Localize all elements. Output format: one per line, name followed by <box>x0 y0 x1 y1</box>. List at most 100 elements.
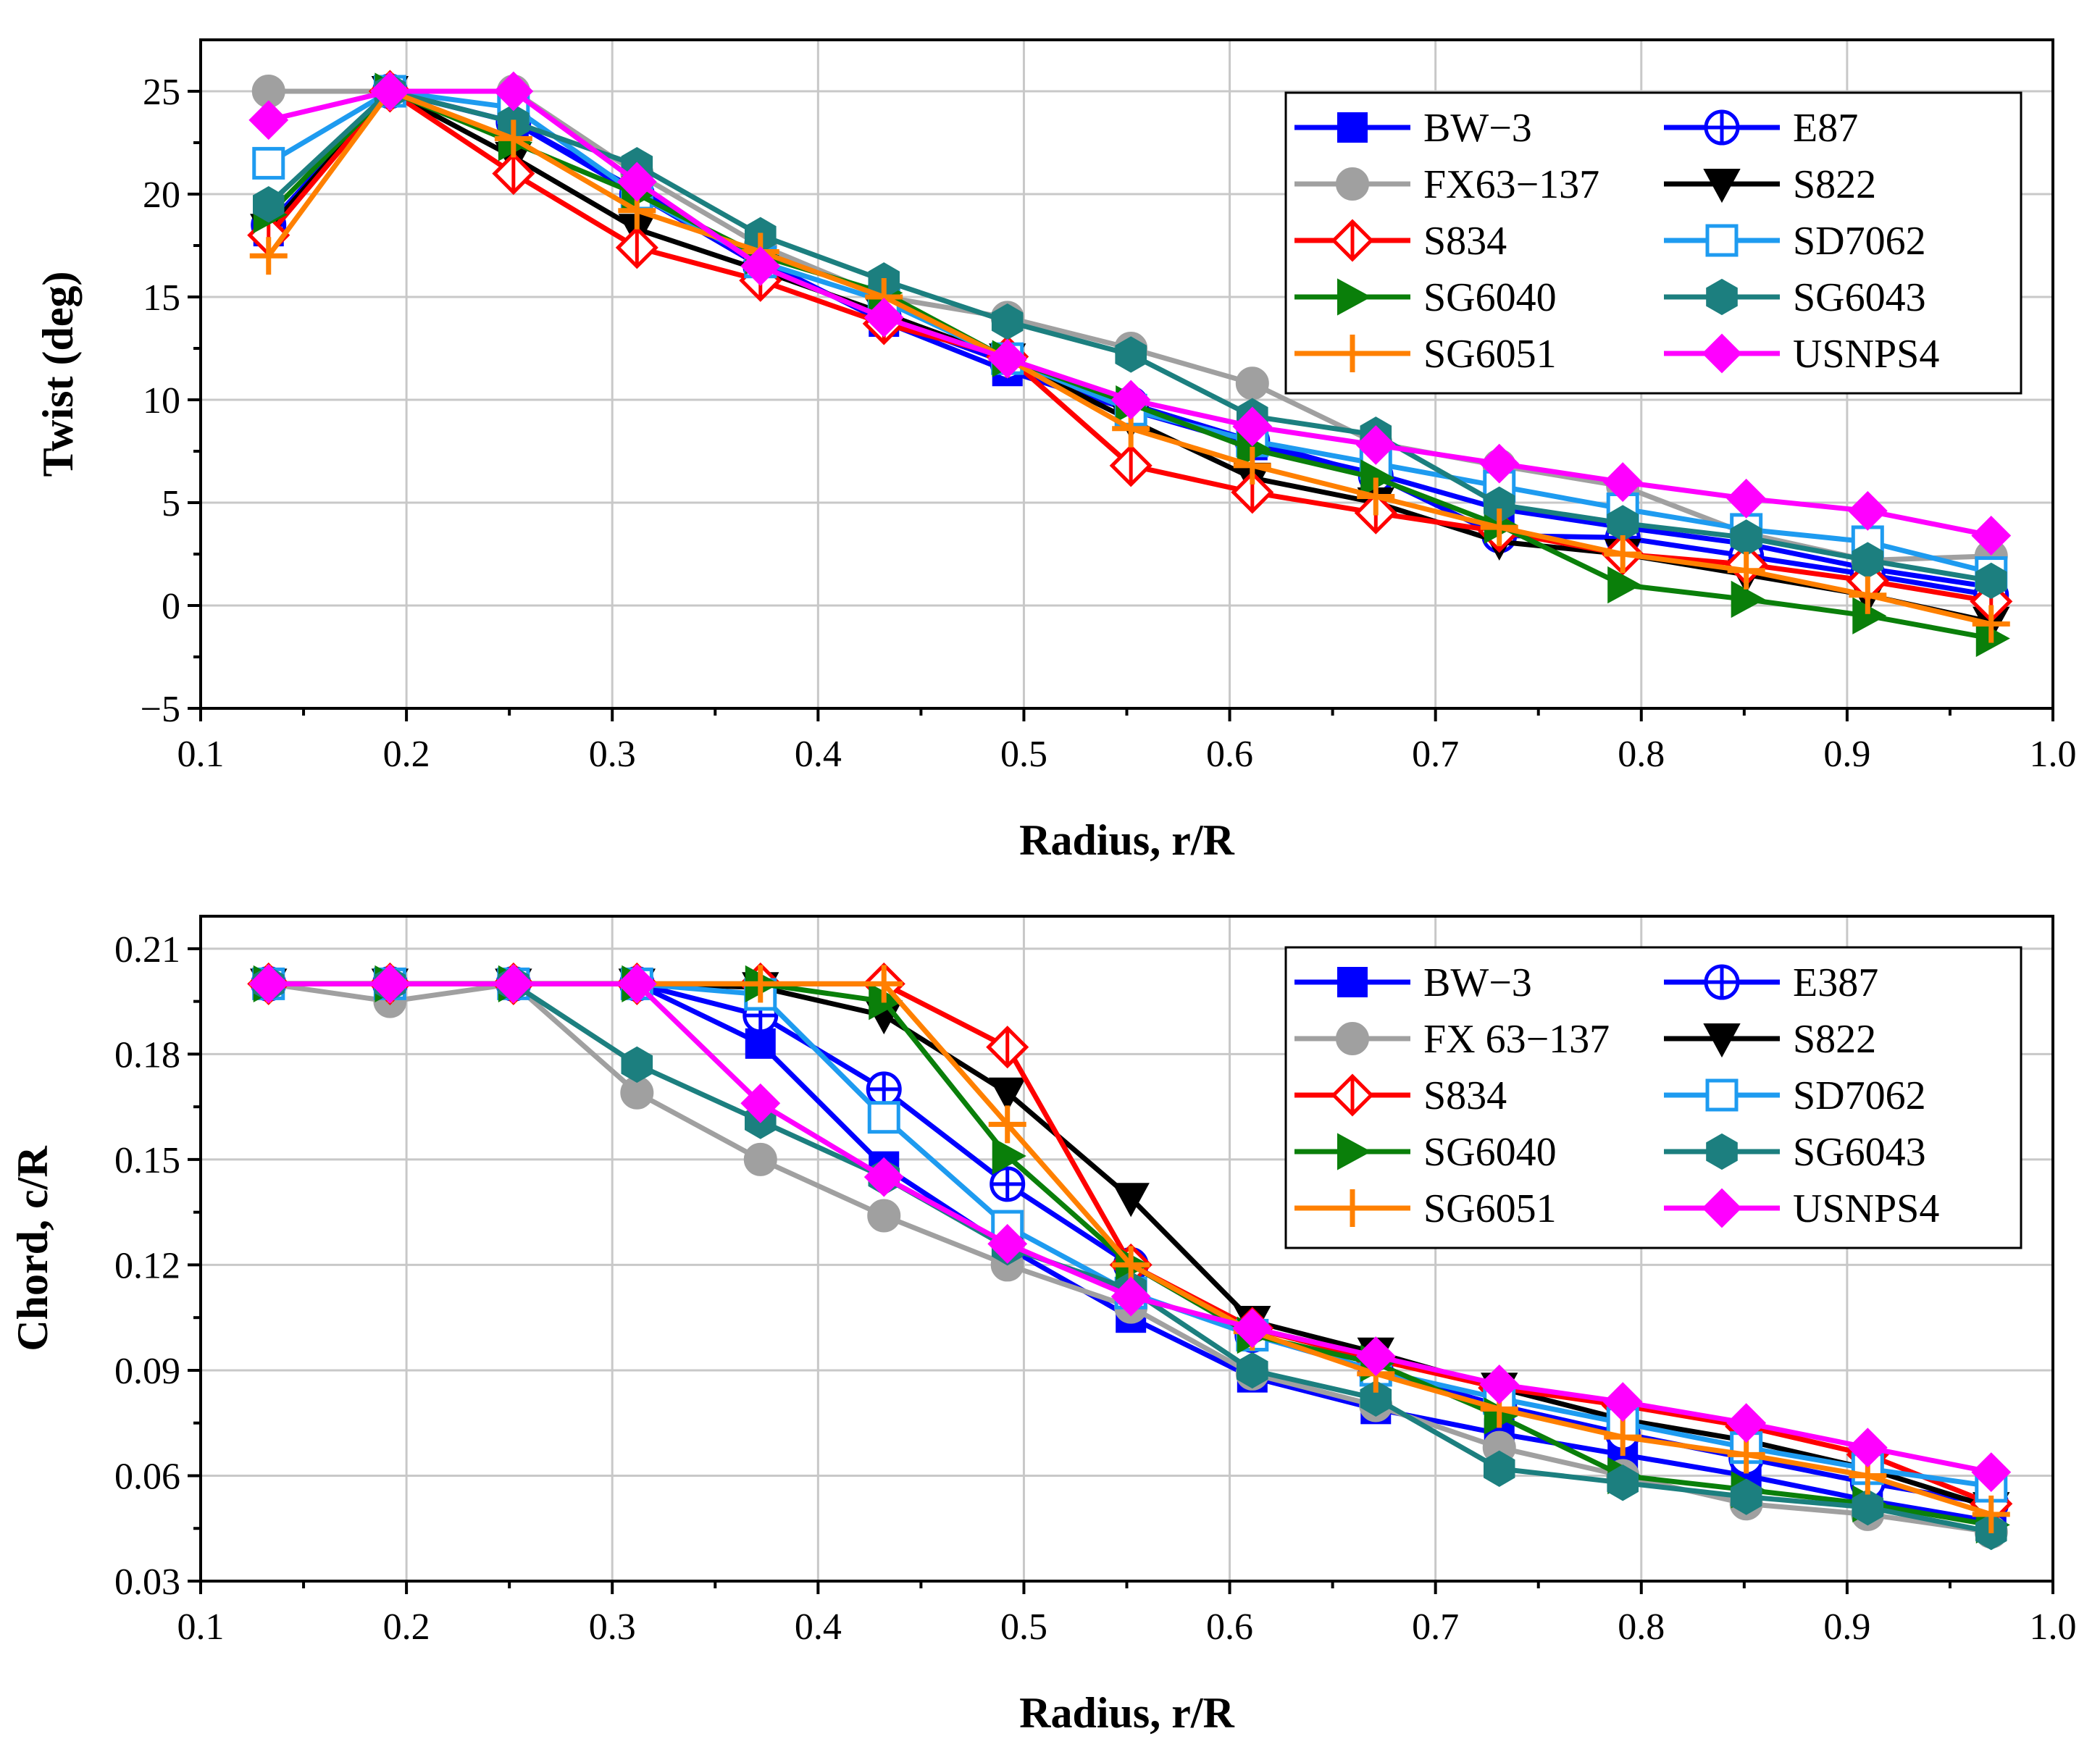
chart1-series-9 <box>248 963 2012 1493</box>
chart1-data-point <box>616 963 657 1004</box>
chart0-legend-item: BW−3 <box>1294 106 1532 151</box>
chart0-legend-label: FX63−137 <box>1423 162 1599 207</box>
chart0-data-point <box>1731 580 1765 619</box>
chart1-legend-label: S822 <box>1793 1017 1876 1062</box>
chart0-legend-label: SG6040 <box>1423 275 1557 320</box>
chart0-data-point <box>252 146 285 180</box>
chart1-legend-marker <box>1337 1133 1372 1170</box>
chart1-data-point <box>990 1166 1026 1202</box>
chart0-y-axis-title: Twist (deg) <box>34 272 82 477</box>
chart0-x-axis-title: Radius, r/R <box>1019 816 1234 864</box>
chart1-data-point <box>989 1077 1026 1112</box>
chart1-legend-marker <box>1704 964 1740 1000</box>
chart1-legend-label: FX 63−137 <box>1423 1017 1610 1062</box>
chart0-data-point <box>1607 566 1642 604</box>
chart0-legend-item: SG6043 <box>1664 275 1926 320</box>
chart1-data-point <box>1604 1418 1642 1457</box>
chart1-y-tick-label: 0.15 <box>114 1140 180 1181</box>
chart0-legend-item: USNPS4 <box>1664 332 1939 377</box>
chart0-legend-label: E87 <box>1793 106 1858 151</box>
chord-chart: 0.1 0.2 0.3 0.4 0.5 0.6 0.7 0.8 0.9 1.0 0.03 0.06 0.… <box>9 915 2077 1737</box>
chart0-legend-marker <box>1337 278 1372 316</box>
chart1-x-tick-label: 0.2 <box>383 1606 430 1648</box>
chart1-y-tick-label: 0.03 <box>114 1562 180 1603</box>
chart1-data-point <box>867 1199 901 1233</box>
chart0-data-point <box>1849 576 1887 614</box>
chart1-legend-marker <box>1337 967 1368 997</box>
chart0-legend-item: SD7062 <box>1664 219 1926 264</box>
chart0-data-point <box>1847 490 1888 531</box>
chart0-y-tick-label: 0 <box>162 586 180 627</box>
chart1-data-point <box>1730 1478 1762 1515</box>
chart1-x-tick-label: 0.6 <box>1206 1606 1253 1648</box>
chart1-data-point <box>992 1137 1026 1175</box>
chart0-y-tick-label: 25 <box>143 72 180 113</box>
chart0-data-point <box>1604 535 1642 573</box>
chart0-legend-label: SG6043 <box>1793 275 1926 320</box>
chart1-data-point <box>1360 1380 1392 1417</box>
chart1-data-point <box>743 1142 777 1176</box>
chart1-legend-marker <box>1334 1189 1371 1227</box>
chart1-data-point <box>1355 1336 1396 1376</box>
chart0-data-point <box>494 120 532 158</box>
chart1-data-point <box>867 1101 900 1134</box>
chart0-legend-label: USNPS4 <box>1793 332 1939 377</box>
chart0-y-tick-label: −5 <box>141 689 180 730</box>
chart1-data-point <box>986 1026 1029 1069</box>
chart1-legend-label: SG6043 <box>1793 1130 1926 1175</box>
chart0-data-point <box>987 338 1028 379</box>
chart1-data-point <box>369 963 410 1004</box>
chart1-legend-marker <box>1331 1073 1374 1117</box>
chart1-data-point <box>1112 1183 1150 1218</box>
chart1-data-point <box>248 963 289 1004</box>
chart1-x-tick-label: 1.0 <box>2030 1606 2077 1648</box>
chart1-legend-label: S834 <box>1423 1073 1507 1118</box>
chart1-data-point <box>1484 1450 1515 1487</box>
chart1-ticks: 0.1 0.2 0.3 0.4 0.5 0.6 0.7 0.8 0.9 1.0 0.03 0.06 0.… <box>114 929 2077 1648</box>
chart0-legend-item: S834 <box>1294 219 1507 264</box>
chart0-data-point <box>615 226 658 269</box>
chart1-legend-item: S834 <box>1294 1073 1507 1118</box>
twist-chart: 0.1 0.2 0.3 0.4 0.5 0.6 0.7 0.8 0.9 1.0 −5 0 5 10 15 20… <box>34 38 2077 864</box>
chart0-legend-label: S822 <box>1793 162 1876 207</box>
chart0-data-point <box>1233 446 1271 485</box>
chart0-x-tick-label: 0.1 <box>177 734 225 775</box>
chart1-legend-label: BW−3 <box>1423 960 1532 1005</box>
chart0-data-point <box>1357 477 1395 516</box>
chart1-legend-label: SD7062 <box>1793 1073 1926 1118</box>
chart0-x-tick-label: 0.8 <box>1618 734 1665 775</box>
chart1-legend-label: SG6051 <box>1423 1186 1557 1231</box>
chart0-legend-label: S834 <box>1423 219 1507 264</box>
chart1-x-tick-label: 0.1 <box>177 1606 225 1648</box>
chart1-data-point <box>740 1083 781 1123</box>
chart1-x-tick-label: 0.9 <box>1823 1606 1870 1648</box>
chart0-legend-marker <box>1336 167 1369 201</box>
chart0-data-point <box>863 297 904 338</box>
chart1-y-tick-label: 0.12 <box>114 1245 180 1286</box>
chart1-legend-label: USNPS4 <box>1793 1186 1939 1231</box>
chart0-legend-marker <box>1702 333 1742 374</box>
chart0-data-point <box>1355 425 1396 465</box>
chart1-data-point <box>1232 1308 1273 1349</box>
chart1-legend-marker <box>1705 1078 1739 1112</box>
chart0-data-point <box>369 71 410 112</box>
chart0-data-point <box>1115 336 1147 373</box>
chart0-data-point <box>1971 516 2012 556</box>
chart0-data-point <box>248 100 289 141</box>
chart0-legend-marker <box>1337 112 1368 143</box>
chart1-legend-item: SG6051 <box>1294 1186 1557 1231</box>
chart0-legend-label: BW−3 <box>1423 106 1532 151</box>
chart1-legend-marker <box>1336 1022 1369 1055</box>
chart0-data-point <box>253 186 285 223</box>
chart0-x-tick-label: 0.4 <box>795 734 842 775</box>
chart0-x-tick-label: 0.7 <box>1412 734 1459 775</box>
chart1-legend-marker <box>1706 1133 1738 1170</box>
chart1-data-point <box>988 1105 1026 1144</box>
chart1-data-point <box>745 1028 776 1059</box>
chart1-legend-item: FX 63−137 <box>1294 1017 1610 1062</box>
chart0-y-tick-label: 5 <box>162 483 180 524</box>
chart0-legend-marker <box>1331 219 1374 262</box>
chart1-data-point <box>865 965 903 1003</box>
chart1-data-point <box>866 1071 902 1107</box>
